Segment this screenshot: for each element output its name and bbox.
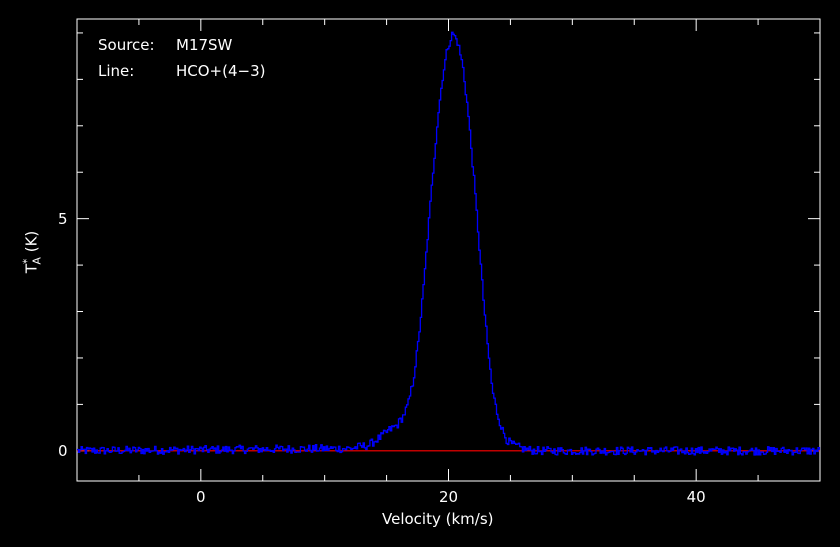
x-tick-label: 20 xyxy=(438,488,459,506)
y-tick-label: 0 xyxy=(58,441,68,460)
y-tick-label: 5 xyxy=(58,209,68,228)
y-axis-label: T*A (K) xyxy=(21,231,44,274)
y-axis-label-symbol: T xyxy=(22,264,41,274)
x-tick-label: 40 xyxy=(686,488,706,506)
axis-ticks xyxy=(76,19,821,481)
spectrum-series-line xyxy=(77,31,821,456)
y-axis-label-unit: (K) xyxy=(22,230,41,253)
x-tick-label: 0 xyxy=(196,488,206,506)
annotation-line-value: HCO+(4−3) xyxy=(176,62,266,80)
annotation-source-key: Source: xyxy=(98,36,155,54)
plot-frame xyxy=(76,18,821,482)
annotation-source-value: M17SW xyxy=(176,36,233,54)
annotation-line-key: Line: xyxy=(98,62,135,80)
y-axis-label-subscript: A xyxy=(30,257,44,265)
x-axis-label: Velocity (km/s) xyxy=(382,510,494,528)
